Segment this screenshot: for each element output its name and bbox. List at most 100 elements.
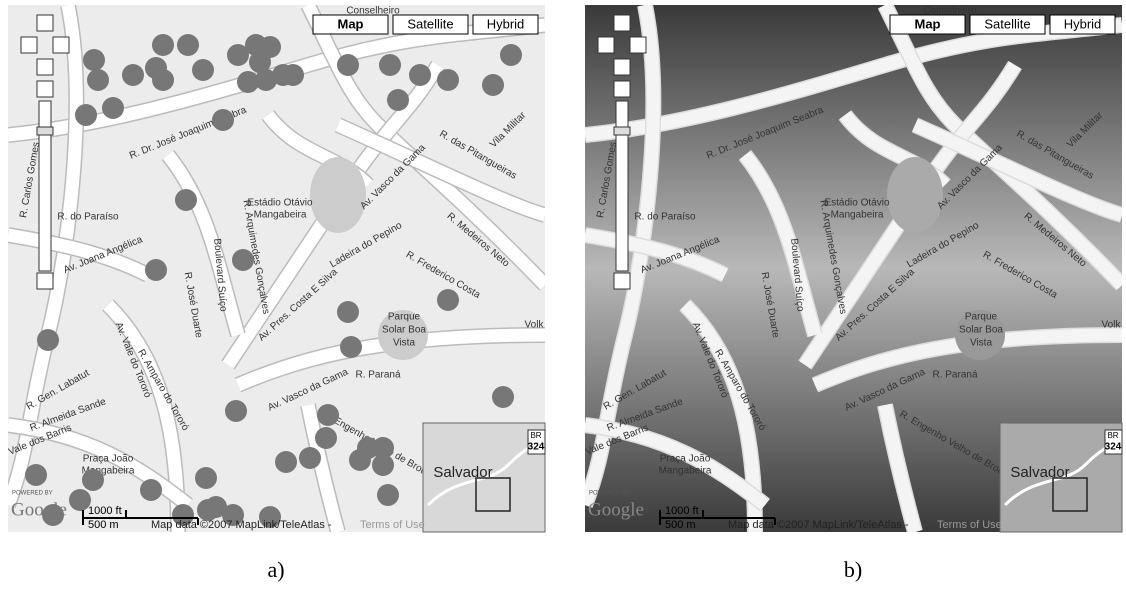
marker-dot: [317, 404, 339, 426]
marker-dot: [25, 464, 47, 486]
marker-dot: [82, 469, 104, 491]
street-label: Vista: [970, 338, 992, 349]
marker-dot: [299, 447, 321, 469]
marker-dot: [212, 109, 234, 131]
street-label: Mangabeira: [254, 210, 307, 221]
map-type-label[interactable]: Hybrid: [487, 16, 525, 31]
stadium: [310, 157, 366, 233]
google-logo: Google: [588, 499, 644, 520]
marker-dot: [379, 54, 401, 76]
street-label: Estádio Otávio: [824, 198, 889, 209]
marker-dot: [482, 74, 504, 96]
nav-button[interactable]: [53, 37, 69, 53]
marker-dot: [275, 451, 297, 473]
marker-dot: [337, 54, 359, 76]
zoom-thumb[interactable]: [614, 127, 630, 135]
street-label: R. Paraná: [932, 370, 977, 381]
shield-top: BR: [530, 431, 541, 440]
marker-dot: [152, 69, 174, 91]
marker-dot: [175, 189, 197, 211]
stadium: [887, 157, 943, 233]
nav-button[interactable]: [614, 15, 630, 31]
marker-dot: [500, 44, 522, 66]
marker-dot: [195, 467, 217, 489]
scale-feet: 1000 ft: [665, 505, 699, 517]
marker-dot: [152, 34, 174, 56]
attribution: Map data ©2007 MapLink/TeleAtlas -: [151, 519, 332, 531]
map-panel: R. Dr. José Joaquim SeabraEstádio Otávio…: [584, 5, 1122, 532]
street-label: R. do Paraíso: [57, 212, 119, 223]
google-logo: Google: [11, 499, 67, 520]
street-label: Volk: [1102, 320, 1122, 331]
terms-link[interactable]: Terms of Use: [360, 519, 425, 531]
street-label: Praça João: [83, 454, 134, 465]
marker-dot: [87, 69, 109, 91]
marker-dot: [492, 386, 514, 408]
marker-dot: [122, 64, 144, 86]
scale-meters: 500 m: [665, 519, 696, 531]
marker-dot: [225, 400, 247, 422]
marker-dot: [340, 336, 362, 358]
street-label: Solar Boa: [382, 325, 426, 336]
street-label: Mangabeira: [659, 466, 712, 477]
street-label: R. do Paraíso: [634, 212, 696, 223]
marker-dot: [102, 97, 124, 119]
street-label: Mangabeira: [831, 210, 884, 221]
marker-dot: [377, 484, 399, 506]
street-label: Praça João: [660, 454, 711, 465]
marker-dot: [437, 289, 459, 311]
map-panel: R. Dr. José Joaquim SeabraEstádio Otávio…: [7, 5, 545, 532]
marker-dot: [145, 259, 167, 281]
marker-dot: [177, 34, 199, 56]
map-type-label[interactable]: Map: [915, 16, 941, 31]
marker-dot: [337, 301, 359, 323]
marker-dot: [140, 479, 162, 501]
map-type-label[interactable]: Satellite: [407, 16, 453, 31]
nav-button[interactable]: [630, 37, 646, 53]
nav-button[interactable]: [37, 273, 53, 289]
nav-button[interactable]: [37, 81, 53, 97]
nav-button[interactable]: [614, 59, 630, 75]
nav-button[interactable]: [21, 37, 37, 53]
street-label: Parque: [388, 312, 421, 323]
marker-dot: [437, 69, 459, 91]
figure: R. Dr. José Joaquim SeabraEstádio Otávio…: [0, 0, 1126, 607]
street-label: Vista: [393, 338, 415, 349]
nav-button[interactable]: [598, 37, 614, 53]
marker-dot: [409, 64, 431, 86]
powered-by: POWERED BY: [12, 491, 53, 497]
scale-meters: 500 m: [88, 519, 119, 531]
shield-number: 324: [528, 442, 545, 453]
nav-button[interactable]: [614, 81, 630, 97]
shield-number: 324: [1105, 442, 1122, 453]
street-label: R. Paraná: [355, 370, 400, 381]
zoom-thumb[interactable]: [37, 127, 53, 135]
marker-dot: [75, 104, 97, 126]
caption: b): [844, 557, 862, 582]
marker-dot: [315, 427, 337, 449]
map-type-label[interactable]: Hybrid: [1064, 16, 1102, 31]
nav-button[interactable]: [37, 15, 53, 31]
marker-dot: [372, 437, 394, 459]
attribution: Map data ©2007 MapLink/TeleAtlas -: [728, 519, 909, 531]
nav-button[interactable]: [37, 59, 53, 75]
marker-dot: [232, 249, 254, 271]
powered-by: POWERED BY: [589, 491, 630, 497]
map-type-label[interactable]: Map: [338, 16, 364, 31]
shield-top: BR: [1107, 431, 1118, 440]
map-type-label[interactable]: Satellite: [984, 16, 1030, 31]
marker-dot: [192, 59, 214, 81]
marker-dot: [387, 89, 409, 111]
street-label: Solar Boa: [959, 325, 1003, 336]
street-label: Estádio Otávio: [247, 198, 312, 209]
marker-dot: [205, 496, 227, 518]
scale-feet: 1000 ft: [88, 505, 122, 517]
marker-dot: [282, 64, 304, 86]
street-label: Parque: [965, 312, 998, 323]
caption: a): [267, 557, 284, 582]
marker-dot: [37, 329, 59, 351]
nav-button[interactable]: [614, 273, 630, 289]
terms-link[interactable]: Terms of Use: [937, 519, 1002, 531]
marker-dot: [83, 49, 105, 71]
street-label: Volk: [525, 320, 545, 331]
